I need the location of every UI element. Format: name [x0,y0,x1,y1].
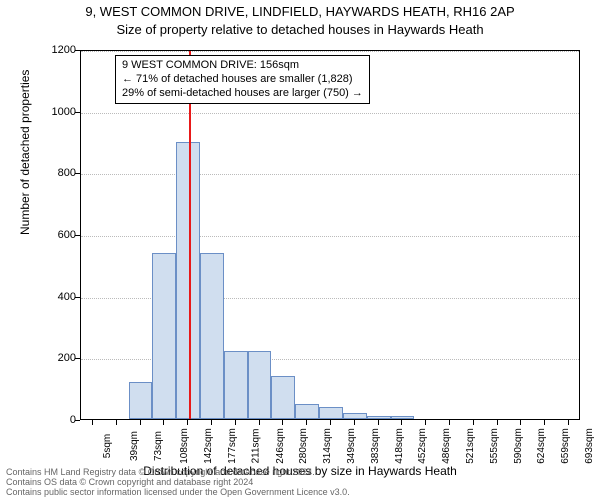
x-tick-label: 590sqm [512,428,523,464]
x-tick-mark [282,420,283,425]
x-tick-mark [306,420,307,425]
histogram-bar [129,382,153,419]
x-tick-mark [354,420,355,425]
footer-attribution: Contains HM Land Registry data © Crown c… [6,468,350,498]
x-tick-mark [473,420,474,425]
histogram-bar [224,351,248,419]
x-tick-label: 39sqm [129,431,140,461]
x-tick-mark [259,420,260,425]
gridline [81,51,579,52]
x-tick-label: 452sqm [417,428,428,464]
x-tick-mark [116,420,117,425]
y-tick-mark [75,50,80,51]
x-tick-mark [449,420,450,425]
marker-line [189,51,191,419]
x-tick-label: 521sqm [465,428,476,464]
gridline [81,236,579,237]
x-tick-label: 108sqm [179,428,190,464]
x-tick-mark [378,420,379,425]
x-tick-mark [92,420,93,425]
histogram-bar [343,413,367,419]
histogram-bar [319,407,343,419]
histogram-bar [367,416,391,419]
x-tick-mark [497,420,498,425]
histogram-bar [295,404,319,419]
y-tick-label: 200 [36,352,76,364]
x-tick-label: 486sqm [441,428,452,464]
y-axis-label: Number of detached properties [18,70,32,235]
x-tick-label: 73sqm [153,431,164,461]
y-tick-label: 1000 [36,106,76,118]
y-tick-mark [75,420,80,421]
x-tick-label: 211sqm [250,429,261,464]
x-tick-label: 177sqm [227,428,238,464]
annotation-line1: 9 WEST COMMON DRIVE: 156sqm [122,59,363,73]
annotation-line3: 29% of semi-detached houses are larger (… [122,87,363,101]
x-tick-label: 659sqm [560,428,571,464]
y-tick-mark [75,358,80,359]
x-tick-label: 280sqm [298,428,309,464]
y-tick-mark [75,112,80,113]
x-tick-mark [330,420,331,425]
y-tick-label: 800 [36,167,76,179]
x-tick-mark [401,420,402,425]
x-tick-mark [211,420,212,425]
x-tick-label: 383sqm [370,428,381,464]
y-tick-mark [75,297,80,298]
histogram-bar [200,253,224,420]
x-tick-label: 555sqm [489,428,500,464]
footer-line3: Contains public sector information licen… [6,488,350,498]
x-tick-label: 418sqm [393,428,404,464]
y-tick-label: 1200 [36,44,76,56]
chart-title: 9, WEST COMMON DRIVE, LINDFIELD, HAYWARD… [0,4,600,19]
x-tick-label: 5sqm [102,434,113,458]
x-tick-label: 314sqm [322,428,333,464]
x-tick-mark [425,420,426,425]
gridline [81,174,579,175]
histogram-bar [271,376,295,419]
x-tick-mark [544,420,545,425]
histogram-bar [152,253,176,420]
y-tick-mark [75,173,80,174]
chart-container: 9, WEST COMMON DRIVE, LINDFIELD, HAYWARD… [0,0,600,500]
x-tick-label: 624sqm [536,428,547,464]
histogram-bar [248,351,272,419]
chart-subtitle: Size of property relative to detached ho… [0,22,600,37]
annotation-box: 9 WEST COMMON DRIVE: 156sqm ← 71% of det… [115,55,370,104]
y-tick-label: 400 [36,291,76,303]
x-tick-mark [235,420,236,425]
x-tick-mark [520,420,521,425]
x-tick-label: 142sqm [203,428,214,464]
y-tick-label: 600 [36,229,76,241]
annotation-line2: ← 71% of detached houses are smaller (1,… [122,73,363,87]
x-tick-mark [187,420,188,425]
x-tick-mark [163,420,164,425]
x-tick-label: 693sqm [584,428,595,464]
x-tick-label: 246sqm [274,428,285,464]
x-tick-mark [568,420,569,425]
x-tick-mark [140,420,141,425]
y-tick-label: 0 [36,414,76,426]
plot-area [80,50,580,420]
gridline [81,113,579,114]
histogram-bar [391,416,415,419]
y-tick-mark [75,235,80,236]
x-tick-label: 349sqm [346,428,357,464]
